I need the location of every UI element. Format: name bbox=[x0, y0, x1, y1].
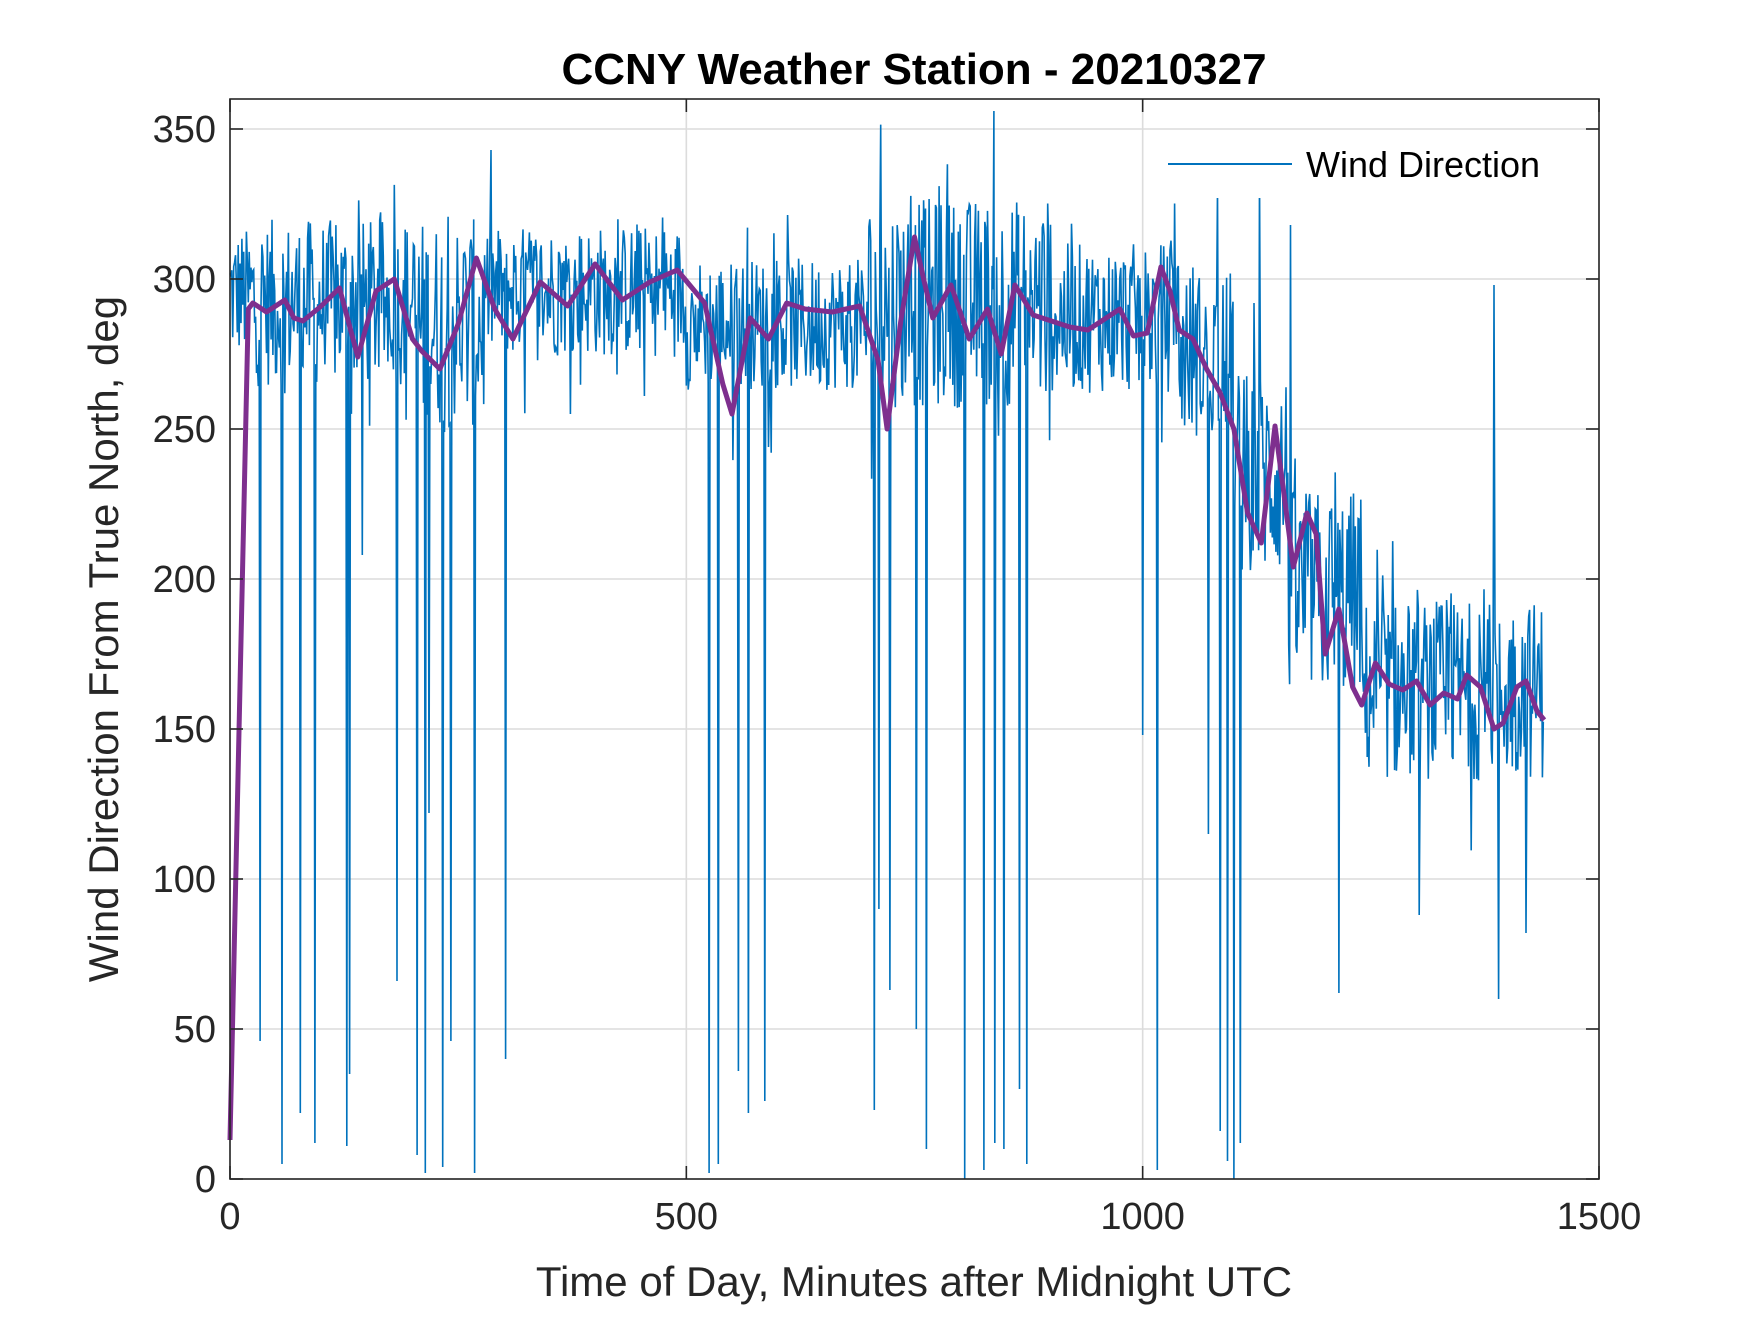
x-tick-label: 0 bbox=[219, 1196, 240, 1238]
x-axis-label: Time of Day, Minutes after Midnight UTC bbox=[536, 1258, 1292, 1305]
y-tick-label: 0 bbox=[195, 1159, 216, 1201]
y-tick-label: 100 bbox=[153, 859, 216, 901]
y-tick-label: 250 bbox=[153, 409, 216, 451]
legend: Wind Direction bbox=[1150, 134, 1580, 198]
data-series bbox=[227, 110, 1547, 1180]
x-tick-label: 500 bbox=[655, 1196, 718, 1238]
x-tick-label: 1000 bbox=[1100, 1196, 1185, 1238]
y-tick-label: 50 bbox=[174, 1009, 216, 1051]
legend-box bbox=[1150, 134, 1580, 198]
y-tick-label: 200 bbox=[153, 559, 216, 601]
y-tick-label: 150 bbox=[153, 709, 216, 751]
axis-ticks: 0 50 100 150 200 250 300 350 0 500 1000 1500 bbox=[153, 99, 1642, 1238]
series-line-moving-average bbox=[227, 234, 1547, 1141]
x-tick-label: 1500 bbox=[1557, 1196, 1642, 1238]
plot-frame bbox=[229, 98, 1600, 1180]
chart-title: CCNY Weather Station - 20210327 bbox=[561, 45, 1266, 94]
y-axis-label: Wind Direction From True North, deg bbox=[80, 296, 127, 982]
y-tick-label: 300 bbox=[153, 259, 216, 301]
y-tick-label: 350 bbox=[153, 109, 216, 151]
legend-label-wind-direction: Wind Direction bbox=[1306, 144, 1540, 185]
